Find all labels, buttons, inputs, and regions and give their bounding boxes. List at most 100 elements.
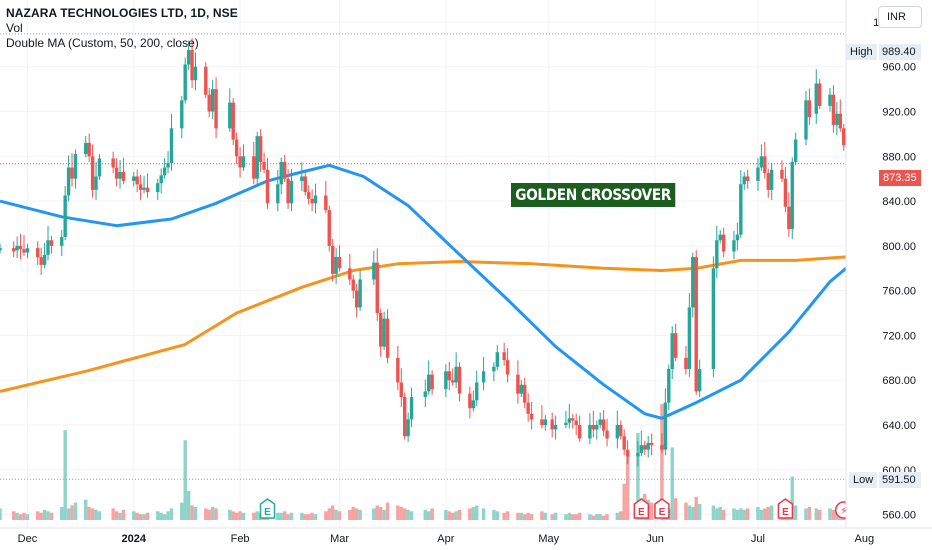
volume-bar (543, 512, 548, 520)
candle-body (214, 89, 218, 129)
candle-body (159, 175, 163, 184)
volume-bar (241, 512, 246, 520)
candle (588, 413, 592, 445)
volume-bar (769, 505, 774, 520)
candle (406, 412, 410, 442)
volume-bar (670, 447, 674, 520)
candle-body (258, 136, 263, 162)
candle-body (601, 419, 606, 431)
candle-body (468, 393, 472, 409)
candle (12, 241, 16, 258)
candle (166, 151, 170, 174)
candle-body (145, 187, 150, 193)
ma200-line (0, 254, 862, 393)
candle (745, 169, 750, 189)
candle-body (571, 418, 575, 421)
candle-body (114, 167, 119, 179)
volume-bar (276, 512, 280, 520)
candle (121, 157, 126, 185)
volume-bar (540, 511, 544, 520)
volume-bar (526, 512, 530, 520)
volume-bar (330, 505, 335, 520)
candle (39, 247, 43, 275)
marker-shape (259, 498, 276, 519)
candle (25, 243, 30, 259)
candle (303, 171, 307, 196)
candle (42, 242, 47, 269)
candle (354, 283, 359, 318)
candle (540, 405, 544, 429)
volume-bar (601, 515, 606, 520)
candle (114, 158, 119, 187)
candle-body (135, 176, 139, 185)
candle (622, 429, 626, 456)
candle (22, 234, 26, 256)
candle-body (354, 290, 359, 308)
volume-legend[interactable]: Vol (6, 21, 23, 35)
candle-body (358, 279, 362, 308)
volume-bar (447, 511, 451, 520)
candle-body (111, 158, 115, 168)
volume-bar (358, 509, 362, 520)
volume-bar (444, 509, 448, 520)
volume-bar (18, 514, 23, 520)
volume-bar (735, 509, 740, 520)
candle (783, 166, 788, 213)
candle (571, 413, 575, 429)
candle-body (663, 402, 668, 450)
volume-bar (36, 511, 40, 520)
volume-bar (468, 508, 472, 520)
candle (135, 169, 139, 193)
currency-button[interactable]: INR (878, 6, 922, 28)
candle (605, 418, 609, 447)
marker-label: E (264, 507, 271, 518)
symbol-title[interactable]: NAZARA TECHNOLOGIES LTD, 1D, NSE (6, 6, 238, 20)
volume-bar (793, 505, 798, 520)
candle-body (622, 436, 626, 450)
ma-legend[interactable]: Double MA (Custom, 50, 200, close) (6, 36, 199, 50)
candle-body (783, 178, 788, 207)
candle (742, 171, 746, 190)
price-tick-label: 920.00 (882, 107, 916, 119)
volume-bar (694, 496, 698, 520)
candle-body (39, 257, 43, 265)
volume-bar (49, 512, 54, 520)
volume-bar (492, 509, 496, 520)
volume-bar (828, 508, 832, 520)
candle (300, 162, 304, 192)
candle-body (639, 445, 644, 453)
volume-bar (529, 514, 534, 520)
candle (697, 359, 702, 398)
candle-body (265, 169, 270, 204)
candle (337, 245, 342, 272)
candles (0, 38, 863, 467)
volume-bar (15, 512, 19, 520)
candle (756, 158, 760, 192)
volume-bar (502, 512, 506, 520)
volume-bar (763, 508, 767, 520)
candle (423, 379, 427, 408)
candle (330, 238, 335, 282)
ma50-line (0, 163, 862, 420)
candle-body (330, 245, 335, 274)
volume-bar (831, 509, 836, 520)
candle (214, 77, 218, 139)
volume-bar (313, 514, 318, 520)
price-tick-label: 640.00 (882, 420, 916, 432)
golden-crossover-annotation[interactable]: GOLDEN CROSSOVER (511, 183, 676, 207)
high-label: High (846, 44, 877, 60)
volume-bar (739, 508, 743, 520)
candle-body (427, 374, 431, 392)
candle (252, 141, 256, 185)
candle (684, 345, 688, 375)
volume-bar (310, 512, 314, 520)
candle-body (207, 94, 211, 112)
candle-body (838, 113, 842, 129)
candle-body (454, 366, 458, 383)
volume-bar (231, 511, 235, 520)
candle (289, 169, 294, 212)
time-tick-label: Aug (854, 533, 874, 545)
candle (763, 141, 767, 179)
candle-body (759, 156, 764, 168)
